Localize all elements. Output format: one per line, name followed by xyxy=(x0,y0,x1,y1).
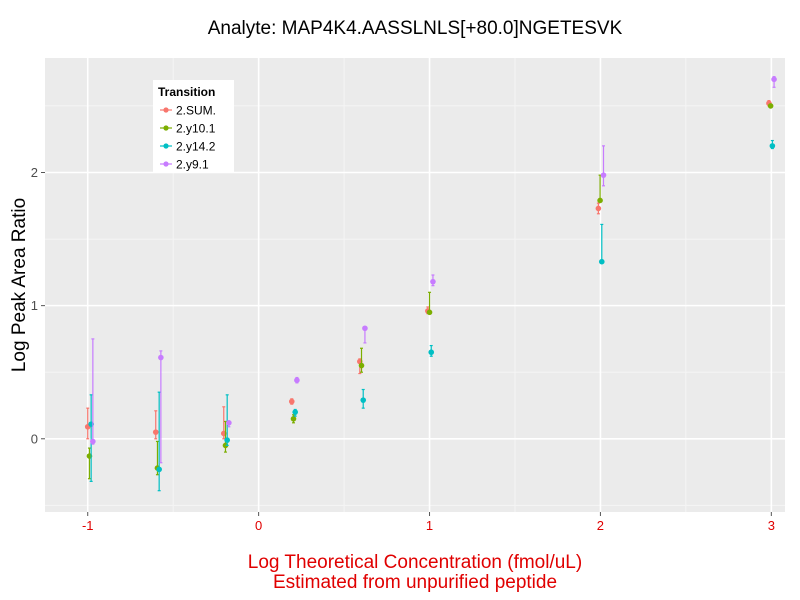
legend-key-point xyxy=(163,125,169,131)
legend-title: Transition xyxy=(158,85,215,99)
x-axis-title-line-1: Log Theoretical Concentration (fmol/uL) xyxy=(248,552,582,573)
data-point xyxy=(152,429,159,435)
y-tick-label: 2 xyxy=(31,165,38,180)
data-point xyxy=(597,197,603,204)
data-point xyxy=(360,397,367,403)
x-axis-title-line-2: Estimated from unpurified peptide xyxy=(273,572,557,593)
legend-label: 2.y14.2 xyxy=(176,140,216,154)
legend-label: 2.SUM. xyxy=(176,104,216,118)
y-axis-title: Log Peak Area Ratio xyxy=(9,198,30,372)
series-2.y9.1 xyxy=(90,76,777,464)
legend-key-point xyxy=(163,161,169,167)
x-tick-label: -1 xyxy=(82,518,94,533)
data-point xyxy=(771,76,777,83)
y-tick-label: 1 xyxy=(31,298,38,313)
data-marks xyxy=(84,76,777,492)
data-point xyxy=(290,416,297,422)
data-point xyxy=(358,362,365,369)
legend-key-point xyxy=(163,107,169,113)
axes: -1 0 1 2 3 0 1 2 xyxy=(31,165,775,533)
legend-label: 2.y10.1 xyxy=(176,122,216,136)
series-2.y14.2 xyxy=(88,139,776,492)
data-point xyxy=(600,172,607,178)
x-tick-label: 1 xyxy=(426,518,433,533)
x-tick-label: 0 xyxy=(255,518,262,533)
legend: Transition 2.SUM. 2.y10.1 2.y14.2 2.y9.1 xyxy=(153,80,234,173)
data-point xyxy=(292,409,298,415)
legend-key-point xyxy=(163,143,169,149)
x-tick-label: 3 xyxy=(768,518,775,533)
data-point xyxy=(224,437,230,443)
data-point xyxy=(595,205,602,212)
data-point xyxy=(430,278,436,285)
data-point xyxy=(598,258,605,265)
data-point xyxy=(428,349,435,356)
data-point xyxy=(226,419,232,426)
data-point xyxy=(156,466,162,473)
y-tick-label: 0 xyxy=(31,431,38,446)
data-point xyxy=(294,377,300,383)
data-point xyxy=(90,438,96,445)
x-tick-label: 2 xyxy=(597,518,604,533)
data-point xyxy=(362,325,368,332)
data-point xyxy=(288,398,295,405)
data-point xyxy=(769,143,776,149)
data-point xyxy=(158,354,164,361)
legend-label: 2.y9.1 xyxy=(176,158,209,172)
data-point xyxy=(767,103,774,109)
data-point xyxy=(426,309,433,316)
chart-title: Analyte: MAP4K4.AASSLNLS[+80.0]NGETESVK xyxy=(208,18,623,39)
